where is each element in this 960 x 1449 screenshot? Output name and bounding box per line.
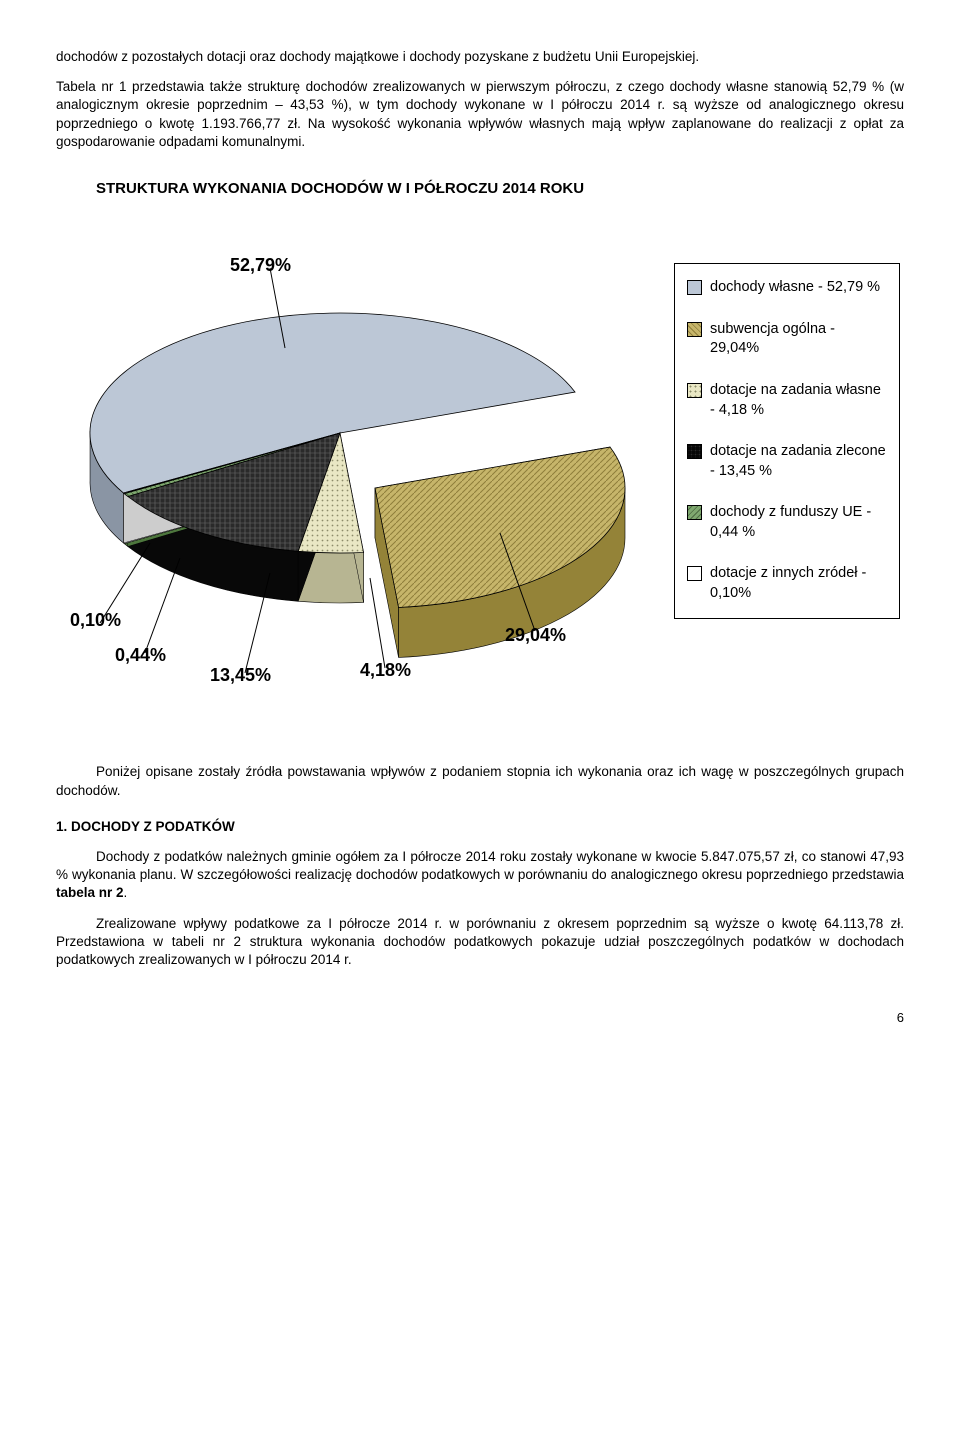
- legend-swatch: [687, 444, 702, 459]
- legend-label: subwencja ogólna - 29,04%: [710, 320, 887, 359]
- legend-label: dotacje na zadania zlecone - 13,45 %: [710, 442, 887, 481]
- chart-callout: 0,44%: [115, 643, 166, 667]
- legend-item: dochody z funduszy UE - 0,44 %: [687, 503, 887, 542]
- table-reference: tabela nr 2: [56, 885, 124, 900]
- chart-legend: dochody własne - 52,79 % subwencja ogólna…: [674, 263, 900, 618]
- paragraph: Tabela nr 1 przedstawia także strukturę …: [56, 78, 904, 151]
- legend-item: dotacje z innych zródeł - 0,10%: [687, 564, 887, 603]
- legend-label: dochody z funduszy UE - 0,44 %: [710, 503, 887, 542]
- legend-swatch: [687, 505, 702, 520]
- legend-swatch: [687, 280, 702, 295]
- chart-callout: 52,79%: [230, 253, 291, 277]
- legend-item: dotacje na zadania własne - 4,18 %: [687, 381, 887, 420]
- legend-swatch: [687, 566, 702, 581]
- legend-label: dotacje na zadania własne - 4,18 %: [710, 381, 887, 420]
- chart-callout: 29,04%: [505, 623, 566, 647]
- legend-label: dotacje z innych zródeł - 0,10%: [710, 564, 887, 603]
- paragraph: Poniżej opisane zostały źródła powstawan…: [56, 763, 904, 799]
- pie-chart: 52,79% 0,10% 0,44% 13,45% 4,18% 29,04% dochod…: [60, 223, 900, 743]
- legend-item: dochody własne - 52,79 %: [687, 278, 887, 298]
- chart-callout: 4,18%: [360, 658, 411, 682]
- pie-chart-canvas: 52,79% 0,10% 0,44% 13,45% 4,18% 29,04%: [60, 223, 680, 743]
- legend-swatch: [687, 322, 702, 337]
- paragraph-text: .: [124, 885, 128, 900]
- page-number: 6: [56, 1009, 904, 1027]
- section-heading: 1. DOCHODY Z PODATKÓW: [56, 818, 904, 836]
- paragraph: dochodów z pozostałych dotacji oraz doch…: [56, 48, 904, 66]
- chart-title: STRUKTURA WYKONANIA DOCHODÓW W I PÓŁROCZ…: [56, 179, 904, 199]
- legend-swatch: [687, 383, 702, 398]
- legend-label: dochody własne - 52,79 %: [710, 278, 880, 298]
- paragraph: Dochody z podatków należnych gminie ogół…: [56, 848, 904, 903]
- chart-callout: 13,45%: [210, 663, 271, 687]
- paragraph: Zrealizowane wpływy podatkowe za I półro…: [56, 915, 904, 970]
- paragraph-text: Dochody z podatków należnych gminie ogół…: [56, 849, 904, 882]
- chart-callout: 0,10%: [70, 608, 121, 632]
- legend-item: subwencja ogólna - 29,04%: [687, 320, 887, 359]
- legend-item: dotacje na zadania zlecone - 13,45 %: [687, 442, 887, 481]
